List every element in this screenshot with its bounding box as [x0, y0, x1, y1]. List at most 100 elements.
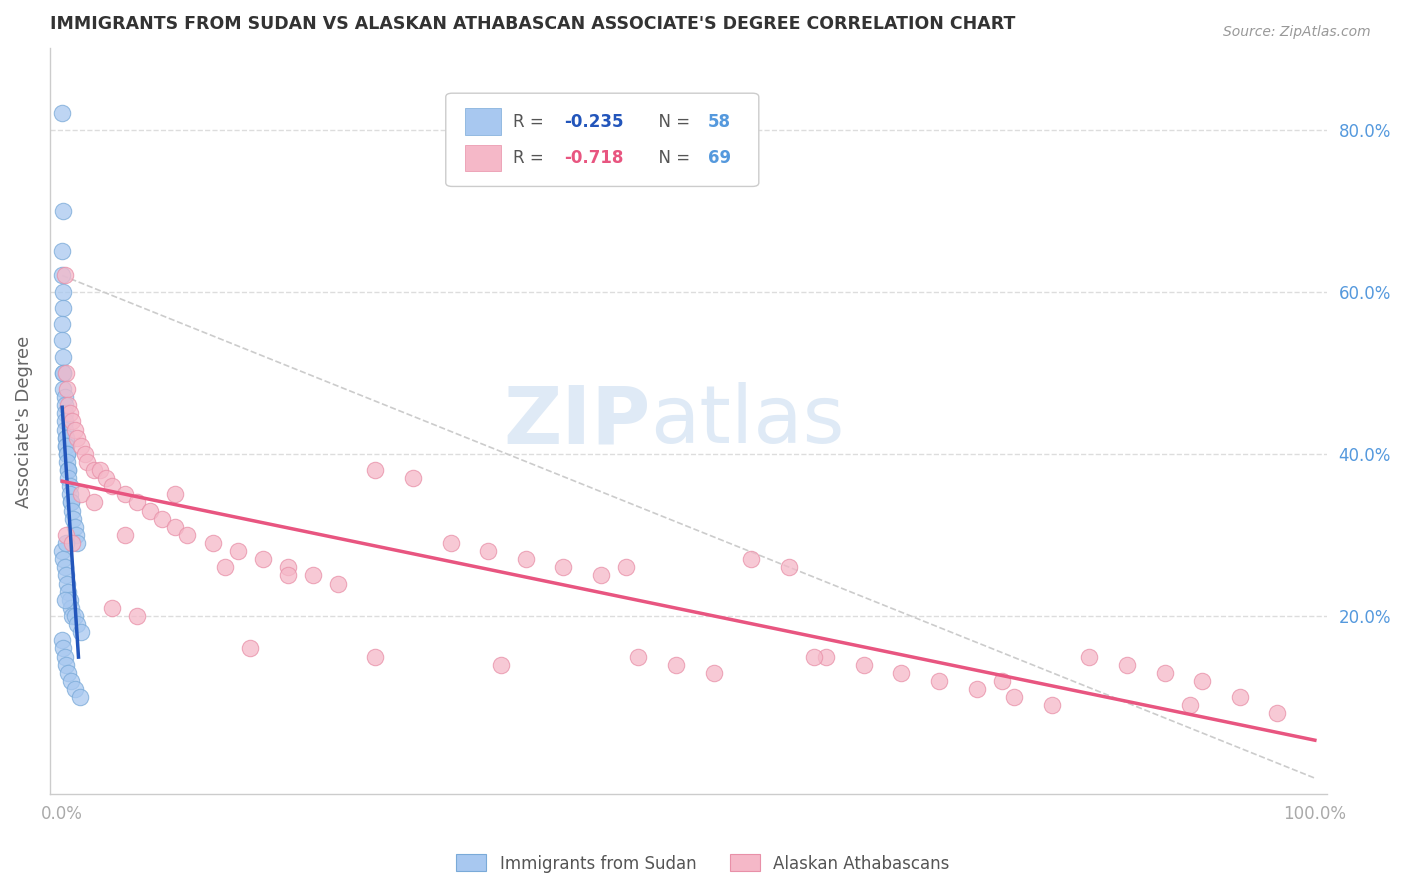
Point [51, 633, 73, 648]
Point [1229, 690, 1251, 704]
Point [53, 390, 76, 404]
Point [59, 495, 82, 509]
Point [65, 528, 87, 542]
Point [152, 512, 174, 526]
Point [928, 673, 950, 688]
Point [59, 592, 82, 607]
Point [740, 552, 762, 566]
Point [55, 439, 77, 453]
Point [326, 576, 349, 591]
Point [665, 657, 688, 672]
Y-axis label: Associate's Degree: Associate's Degree [15, 335, 32, 508]
Point [53, 592, 76, 607]
Point [176, 528, 198, 542]
Point [114, 528, 136, 542]
Text: -0.235: -0.235 [565, 112, 624, 130]
Point [966, 681, 988, 696]
Point [852, 657, 875, 672]
Point [301, 568, 323, 582]
Point [62, 512, 84, 526]
Legend: Immigrants from Sudan, Alaskan Athabascans: Immigrants from Sudan, Alaskan Athabasca… [450, 847, 956, 880]
Point [489, 657, 512, 672]
Text: -0.718: -0.718 [565, 149, 624, 167]
Point [127, 495, 149, 509]
Point [614, 560, 637, 574]
Point [51, 106, 73, 120]
Point [53, 414, 76, 428]
Point [56, 447, 79, 461]
Point [1040, 698, 1063, 713]
Text: R =: R = [513, 149, 550, 167]
Bar [465, 109, 501, 135]
Point [214, 560, 236, 574]
Point [589, 568, 612, 582]
Point [56, 382, 79, 396]
Text: R =: R = [513, 112, 550, 130]
Point [59, 600, 82, 615]
Text: Source: ZipAtlas.com: Source: ZipAtlas.com [1223, 25, 1371, 39]
Point [60, 609, 83, 624]
Point [252, 552, 274, 566]
Point [139, 503, 162, 517]
Point [56, 576, 79, 591]
Point [51, 334, 73, 348]
Point [114, 487, 136, 501]
Point [55, 431, 77, 445]
Point [515, 552, 537, 566]
Point [58, 584, 80, 599]
Point [402, 471, 425, 485]
Point [52, 382, 75, 396]
Point [778, 560, 800, 574]
Point [58, 471, 80, 485]
Point [1191, 673, 1213, 688]
Point [364, 649, 387, 664]
Point [55, 657, 77, 672]
Point [73, 447, 96, 461]
Text: N =: N = [648, 112, 695, 130]
Point [990, 673, 1012, 688]
Point [364, 463, 387, 477]
Point [83, 495, 105, 509]
Point [56, 447, 79, 461]
Point [60, 414, 83, 428]
Point [55, 528, 77, 542]
Point [163, 520, 186, 534]
Point [59, 406, 82, 420]
Point [59, 479, 82, 493]
Point [1116, 657, 1139, 672]
Point [55, 431, 77, 445]
Point [803, 649, 825, 664]
Point [53, 406, 76, 420]
Point [52, 366, 75, 380]
Point [53, 423, 76, 437]
Point [101, 479, 124, 493]
Point [477, 544, 499, 558]
Bar [465, 145, 501, 171]
Text: ZIP: ZIP [503, 383, 650, 460]
Point [94, 471, 117, 485]
Point [58, 665, 80, 680]
Text: 58: 58 [707, 112, 731, 130]
Point [51, 244, 73, 259]
Point [627, 649, 650, 664]
Point [63, 520, 86, 534]
Point [163, 487, 186, 501]
Point [63, 609, 86, 624]
Point [63, 681, 86, 696]
Point [890, 665, 912, 680]
Point [51, 544, 73, 558]
Point [553, 560, 575, 574]
Point [58, 463, 80, 477]
Point [52, 641, 75, 656]
Point [51, 268, 73, 283]
Point [239, 641, 262, 656]
Point [52, 366, 75, 380]
Point [60, 503, 83, 517]
Point [55, 439, 77, 453]
Point [52, 350, 75, 364]
Point [83, 463, 105, 477]
Point [53, 398, 76, 412]
Point [703, 665, 725, 680]
Point [76, 455, 98, 469]
Point [60, 536, 83, 550]
